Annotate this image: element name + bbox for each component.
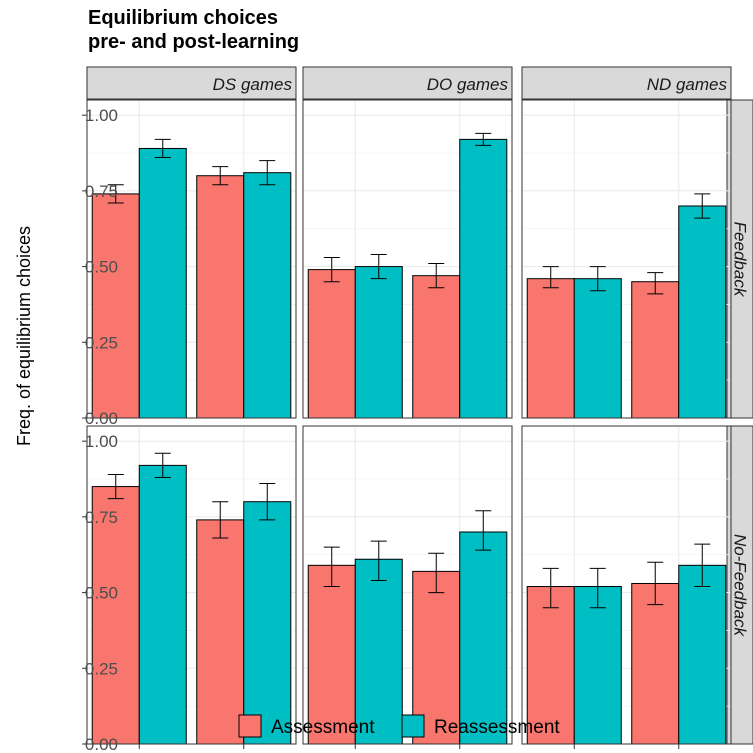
y-tick-label: 0.50	[85, 584, 118, 603]
panel-border	[521, 99, 732, 419]
legend-label-assessment: Assessment	[271, 717, 375, 738]
bar-feedback-ds-ldo-reassessment	[243, 172, 292, 419]
panel-border	[86, 99, 297, 419]
bar-feedback-do-ldo-reassessment	[459, 138, 508, 419]
row-strip-label-2: No-Feedback	[731, 534, 750, 638]
bar-feedback-do-lds-reassessment	[354, 266, 403, 419]
facet-strip-2	[302, 66, 513, 100]
y-tick-label: 0.75	[85, 508, 118, 527]
row-strip-label-1: Feedback	[731, 222, 750, 298]
y-tick-label: 0.25	[85, 659, 118, 678]
bar-no-feedback-nd-ldo-assessment	[631, 582, 680, 745]
y-tick-label: 0.75	[85, 182, 118, 201]
y-tick-label: 1.00	[85, 106, 118, 125]
facet-strip-label-1: DS games	[213, 75, 293, 94]
bar-no-feedback-nd-ldo-reassessment	[678, 564, 727, 745]
legend-label-reassessment: Reassessment	[434, 717, 560, 738]
bar-feedback-ds-ldo-assessment	[196, 175, 245, 419]
bar-feedback-do-ldo-assessment	[412, 275, 461, 419]
y-tick-label: 1.00	[85, 432, 118, 451]
facet-strip-label-3: ND games	[647, 75, 728, 94]
bar-no-feedback-ds-lds-assessment	[91, 486, 140, 745]
facet-strip-label-2: DO games	[427, 75, 509, 94]
bar-feedback-do-lds-assessment	[307, 269, 356, 419]
bar-feedback-nd-ldo-assessment	[631, 281, 680, 419]
bar-no-feedback-nd-lds-reassessment	[573, 586, 622, 745]
y-tick-label: 0.50	[85, 258, 118, 277]
bar-feedback-ds-lds-reassessment	[138, 147, 187, 419]
chart-title: Equilibrium choices pre- and post-learni…	[88, 6, 508, 54]
bar-no-feedback-ds-ldo-reassessment	[243, 501, 292, 745]
y-tick-label: 0.00	[85, 735, 118, 753]
legend-swatch-assessment	[238, 714, 262, 738]
y-tick-label: 0.25	[85, 333, 118, 352]
bar-no-feedback-nd-lds-assessment	[526, 586, 575, 745]
chart-title-line-2: pre- and post-learning	[88, 31, 300, 53]
facet-strip-3	[521, 66, 732, 100]
facet-strip-1	[86, 66, 297, 100]
bar-feedback-nd-ldo-reassessment	[678, 205, 727, 419]
bar-feedback-nd-lds-assessment	[526, 278, 575, 419]
bar-no-feedback-do-ldo-reassessment	[459, 531, 508, 745]
bar-no-feedback-ds-lds-reassessment	[138, 464, 187, 745]
bar-feedback-nd-lds-reassessment	[573, 278, 622, 419]
panel-border	[302, 425, 513, 745]
chart-title-line-1: Equilibrium choices	[88, 7, 279, 29]
panel-border	[86, 425, 297, 745]
panel-border	[521, 425, 732, 745]
bar-feedback-ds-lds-assessment	[91, 193, 140, 419]
y-axis-title: Freq. of equilibrium choices	[14, 226, 34, 446]
legend-swatch-reassessment	[401, 714, 425, 738]
y-tick-label: 0.00	[85, 409, 118, 428]
panel-border	[302, 99, 513, 419]
bar-no-feedback-ds-ldo-assessment	[196, 519, 245, 745]
